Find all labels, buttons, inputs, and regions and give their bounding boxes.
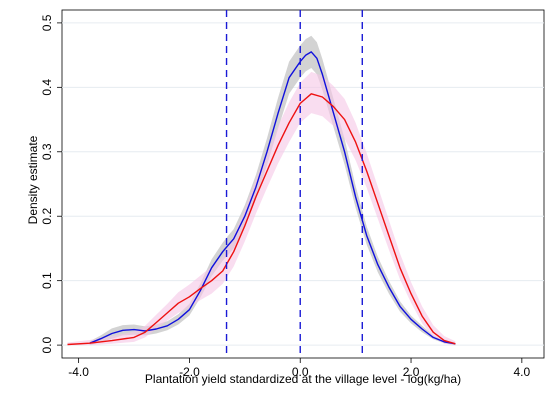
y-tick-label: 0.1 (40, 272, 54, 289)
x-tick-label: 0.0 (292, 365, 309, 379)
y-axis-label: Density estimate (26, 135, 40, 224)
x-tick-label: -2.0 (179, 365, 200, 379)
series-1-line (89, 51, 456, 345)
y-tick-label: 0.0 (40, 336, 54, 353)
confidence-bands (67, 35, 456, 346)
x-tick-label: -4.0 (68, 365, 89, 379)
series-2-ci-band (67, 71, 456, 346)
y-tick-label: 0.5 (40, 14, 54, 31)
axes: 0.0 0.1 0.2 0.3 0.4 0.5 -4.0 -2.0 0.0 2.0 4.0 (40, 14, 530, 379)
x-axis-label: Plantation yield standardized at the vil… (145, 372, 461, 386)
x-tick-label: 2.0 (403, 365, 420, 379)
y-tick-label: 0.3 (40, 143, 54, 160)
series-2-line (67, 93, 456, 346)
x-tick-label: 4.0 (513, 365, 530, 379)
y-tick-label: 0.4 (40, 79, 54, 96)
y-tick-label: 0.2 (40, 208, 54, 225)
density-lines (67, 51, 456, 346)
reference-lines (225, 10, 363, 358)
